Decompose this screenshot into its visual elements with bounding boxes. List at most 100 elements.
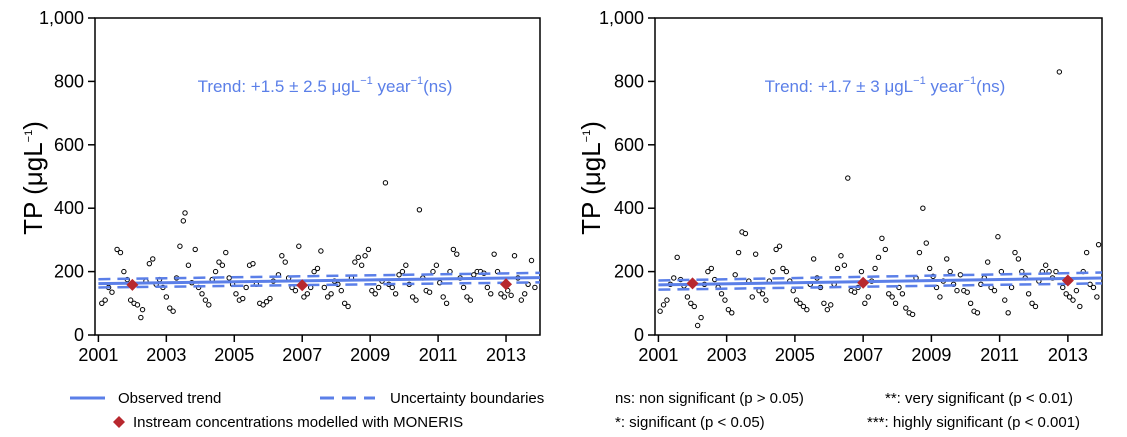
y-tick-label: 400 bbox=[54, 198, 84, 218]
data-point bbox=[1066, 294, 1073, 300]
data-point bbox=[219, 262, 226, 268]
data-point bbox=[177, 243, 183, 249]
data-point bbox=[216, 259, 222, 265]
data-point bbox=[250, 260, 256, 267]
data-point bbox=[433, 262, 440, 268]
plot-frame bbox=[654, 17, 1103, 336]
data-point bbox=[773, 246, 779, 253]
y-tick-label: 0 bbox=[634, 325, 644, 345]
data-point bbox=[759, 291, 766, 297]
data-point bbox=[804, 306, 810, 313]
data-point bbox=[1073, 287, 1080, 294]
x-tick-label: 2001 bbox=[638, 345, 678, 365]
data-point bbox=[947, 268, 953, 275]
data-point bbox=[146, 260, 153, 267]
data-point bbox=[1060, 284, 1066, 291]
data-point bbox=[501, 294, 508, 300]
data-point bbox=[967, 300, 974, 306]
data-point bbox=[318, 248, 324, 254]
x-tick-label: 2009 bbox=[911, 345, 951, 365]
chart-panel-left: TP (μgL−1) Trend: +1.5 ± 2.5 μgL−1 year−… bbox=[18, 8, 541, 365]
data-point bbox=[797, 300, 803, 306]
data-point bbox=[834, 265, 841, 272]
data-point bbox=[1083, 249, 1090, 256]
data-point bbox=[1056, 69, 1063, 75]
data-point bbox=[882, 246, 889, 253]
data-point bbox=[845, 175, 851, 181]
data-point bbox=[114, 246, 120, 253]
data-point bbox=[301, 294, 307, 300]
data-point bbox=[1070, 297, 1076, 303]
y-tick-label: 0 bbox=[74, 325, 84, 345]
data-point bbox=[657, 308, 663, 314]
data-point bbox=[182, 210, 188, 216]
chart-panel-right: TP (μgL−1) Trend: +1.7 ± 3 μgL−1 year−1(… bbox=[576, 8, 1103, 365]
legend-observed-label: Observed trend bbox=[118, 390, 221, 407]
y-tick-label: 800 bbox=[54, 71, 84, 91]
data-point bbox=[102, 297, 108, 303]
data-point bbox=[828, 302, 834, 308]
data-point bbox=[491, 251, 497, 257]
data-point bbox=[838, 253, 844, 259]
data-point bbox=[324, 294, 331, 300]
lower-uncertainty-line bbox=[98, 281, 541, 289]
data-point bbox=[1012, 249, 1018, 256]
data-point bbox=[488, 291, 494, 297]
data-point bbox=[1063, 291, 1069, 297]
data-point bbox=[206, 302, 212, 308]
data-point bbox=[484, 284, 491, 291]
data-point bbox=[440, 294, 446, 300]
data-point bbox=[240, 295, 246, 302]
upper-uncertainty-line bbox=[98, 271, 541, 281]
data-point bbox=[664, 297, 670, 303]
data-point bbox=[691, 303, 697, 310]
data-point bbox=[328, 291, 334, 297]
data-point bbox=[660, 302, 667, 308]
x-tick-label: 2011 bbox=[980, 345, 1019, 365]
data-point bbox=[995, 234, 1001, 240]
data-point bbox=[163, 294, 170, 300]
data-point bbox=[875, 254, 882, 261]
x-tick-label: 2007 bbox=[843, 345, 883, 365]
lower-uncertainty-line bbox=[658, 282, 1103, 291]
y-axis-label: TP (μgL−1) bbox=[576, 121, 606, 235]
data-point bbox=[892, 300, 899, 306]
data-point bbox=[1005, 310, 1011, 316]
data-point bbox=[923, 240, 929, 246]
data-point bbox=[889, 294, 895, 300]
data-point bbox=[399, 268, 406, 275]
data-point bbox=[763, 297, 769, 303]
data-point bbox=[729, 310, 735, 316]
data-point bbox=[954, 287, 960, 294]
moneris-marker bbox=[857, 276, 870, 289]
x-tick-label: 2005 bbox=[214, 345, 254, 365]
y-axis-label: TP (μgL−1) bbox=[18, 121, 48, 235]
data-point bbox=[735, 249, 742, 256]
upper-uncertainty-line bbox=[658, 271, 1103, 282]
data-point bbox=[920, 205, 926, 211]
data-point bbox=[671, 275, 677, 281]
data-point bbox=[926, 265, 933, 272]
legend-significant-label: *: significant (p < 0.05) bbox=[615, 414, 765, 431]
data-point bbox=[199, 291, 205, 297]
data-point bbox=[413, 297, 419, 303]
data-point bbox=[223, 249, 229, 256]
data-point bbox=[454, 251, 460, 257]
data-point bbox=[511, 253, 518, 259]
data-point bbox=[886, 291, 892, 297]
observed-trend-line bbox=[98, 276, 541, 286]
x-tick-label: 2003 bbox=[146, 345, 186, 365]
trend-annotation: Trend: +1.5 ± 2.5 μgL−1 year−1(ns) bbox=[198, 75, 453, 96]
data-point bbox=[862, 300, 868, 306]
data-point bbox=[267, 295, 273, 302]
data-point bbox=[263, 299, 270, 305]
data-point bbox=[1002, 297, 1008, 303]
data-point bbox=[416, 207, 423, 213]
data-point bbox=[532, 284, 538, 291]
data-point bbox=[528, 257, 535, 264]
data-point bbox=[1008, 284, 1015, 291]
legend-uncertainty-label: Uncertainty boundaries bbox=[390, 390, 544, 407]
observed-trend-line bbox=[658, 276, 1103, 287]
data-point bbox=[396, 272, 402, 278]
data-point bbox=[793, 297, 800, 303]
